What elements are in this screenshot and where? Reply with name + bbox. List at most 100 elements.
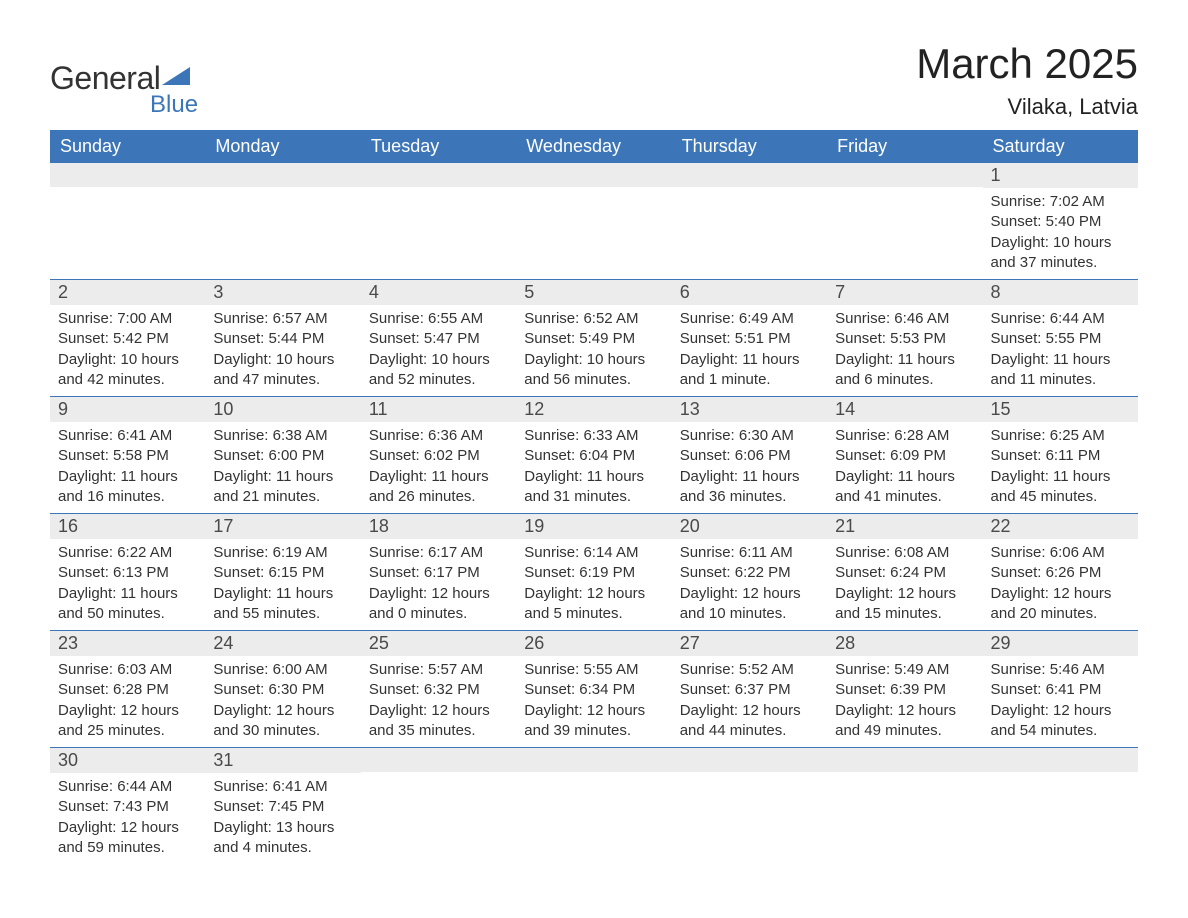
day-number: 28: [827, 631, 982, 656]
sunrise-text: Sunrise: 6:41 AM: [213, 777, 352, 797]
sunrise-text: Sunrise: 5:55 AM: [524, 660, 663, 680]
weekday-header: Wednesday: [516, 130, 671, 163]
daylight-text: Daylight: 11 hours and 41 minutes.: [835, 467, 974, 508]
logo: General Blue: [50, 60, 198, 119]
day-cell: 3Sunrise: 6:57 AMSunset: 5:44 PMDaylight…: [205, 280, 360, 396]
day-content: Sunrise: 5:57 AMSunset: 6:32 PMDaylight:…: [361, 656, 516, 747]
day-cell: [516, 163, 671, 279]
day-content: Sunrise: 6:03 AMSunset: 6:28 PMDaylight:…: [50, 656, 205, 747]
daylight-text: Daylight: 12 hours and 59 minutes.: [58, 818, 197, 859]
day-number: [516, 163, 671, 187]
sunset-text: Sunset: 5:53 PM: [835, 329, 974, 349]
sunrise-text: Sunrise: 6:14 AM: [524, 543, 663, 563]
day-content: Sunrise: 5:52 AMSunset: 6:37 PMDaylight:…: [672, 656, 827, 747]
sunset-text: Sunset: 6:02 PM: [369, 446, 508, 466]
day-cell: 19Sunrise: 6:14 AMSunset: 6:19 PMDayligh…: [516, 514, 671, 630]
day-cell: [516, 748, 671, 864]
logo-text-general: General: [50, 60, 160, 97]
sunset-text: Sunset: 6:37 PM: [680, 680, 819, 700]
day-cell: [672, 163, 827, 279]
daylight-text: Daylight: 11 hours and 45 minutes.: [991, 467, 1130, 508]
day-number: 7: [827, 280, 982, 305]
day-cell: 27Sunrise: 5:52 AMSunset: 6:37 PMDayligh…: [672, 631, 827, 747]
day-content: [516, 772, 671, 782]
daylight-text: Daylight: 11 hours and 1 minute.: [680, 350, 819, 391]
sunset-text: Sunset: 6:39 PM: [835, 680, 974, 700]
sunrise-text: Sunrise: 5:52 AM: [680, 660, 819, 680]
daylight-text: Daylight: 11 hours and 55 minutes.: [213, 584, 352, 625]
sunrise-text: Sunrise: 6:08 AM: [835, 543, 974, 563]
day-number: 20: [672, 514, 827, 539]
sunrise-text: Sunrise: 6:57 AM: [213, 309, 352, 329]
day-cell: 8Sunrise: 6:44 AMSunset: 5:55 PMDaylight…: [983, 280, 1138, 396]
day-number: 16: [50, 514, 205, 539]
sunset-text: Sunset: 6:32 PM: [369, 680, 508, 700]
day-content: [516, 187, 671, 197]
header-row: General Blue March 2025 Vilaka, Latvia: [50, 40, 1138, 120]
day-cell: [827, 163, 982, 279]
location-label: Vilaka, Latvia: [916, 94, 1138, 120]
daylight-text: Daylight: 10 hours and 56 minutes.: [524, 350, 663, 391]
day-cell: 10Sunrise: 6:38 AMSunset: 6:00 PMDayligh…: [205, 397, 360, 513]
sunrise-text: Sunrise: 6:41 AM: [58, 426, 197, 446]
day-content: Sunrise: 6:14 AMSunset: 6:19 PMDaylight:…: [516, 539, 671, 630]
sunrise-text: Sunrise: 6:49 AM: [680, 309, 819, 329]
day-content: Sunrise: 6:08 AMSunset: 6:24 PMDaylight:…: [827, 539, 982, 630]
daylight-text: Daylight: 10 hours and 47 minutes.: [213, 350, 352, 391]
week-row: 2Sunrise: 7:00 AMSunset: 5:42 PMDaylight…: [50, 280, 1138, 397]
sunrise-text: Sunrise: 5:49 AM: [835, 660, 974, 680]
day-cell: [50, 163, 205, 279]
day-cell: 18Sunrise: 6:17 AMSunset: 6:17 PMDayligh…: [361, 514, 516, 630]
sunset-text: Sunset: 6:30 PM: [213, 680, 352, 700]
day-content: Sunrise: 5:55 AMSunset: 6:34 PMDaylight:…: [516, 656, 671, 747]
day-content: Sunrise: 6:30 AMSunset: 6:06 PMDaylight:…: [672, 422, 827, 513]
day-cell: [361, 163, 516, 279]
daylight-text: Daylight: 12 hours and 20 minutes.: [991, 584, 1130, 625]
sunset-text: Sunset: 5:47 PM: [369, 329, 508, 349]
sunset-text: Sunset: 5:49 PM: [524, 329, 663, 349]
day-cell: 21Sunrise: 6:08 AMSunset: 6:24 PMDayligh…: [827, 514, 982, 630]
daylight-text: Daylight: 11 hours and 31 minutes.: [524, 467, 663, 508]
logo-text-blue: Blue: [150, 91, 198, 119]
daylight-text: Daylight: 12 hours and 39 minutes.: [524, 701, 663, 742]
day-cell: 6Sunrise: 6:49 AMSunset: 5:51 PMDaylight…: [672, 280, 827, 396]
daylight-text: Daylight: 11 hours and 11 minutes.: [991, 350, 1130, 391]
week-row: 30Sunrise: 6:44 AMSunset: 7:43 PMDayligh…: [50, 748, 1138, 864]
day-content: [672, 772, 827, 782]
weeks-container: 1Sunrise: 7:02 AMSunset: 5:40 PMDaylight…: [50, 163, 1138, 864]
day-content: Sunrise: 6:17 AMSunset: 6:17 PMDaylight:…: [361, 539, 516, 630]
day-cell: [672, 748, 827, 864]
day-cell: 17Sunrise: 6:19 AMSunset: 6:15 PMDayligh…: [205, 514, 360, 630]
sunset-text: Sunset: 6:24 PM: [835, 563, 974, 583]
daylight-text: Daylight: 12 hours and 44 minutes.: [680, 701, 819, 742]
day-content: [361, 187, 516, 197]
sunset-text: Sunset: 6:19 PM: [524, 563, 663, 583]
day-content: [983, 772, 1138, 782]
day-content: Sunrise: 6:41 AMSunset: 7:45 PMDaylight:…: [205, 773, 360, 864]
daylight-text: Daylight: 11 hours and 6 minutes.: [835, 350, 974, 391]
week-row: 23Sunrise: 6:03 AMSunset: 6:28 PMDayligh…: [50, 631, 1138, 748]
day-content: Sunrise: 5:46 AMSunset: 6:41 PMDaylight:…: [983, 656, 1138, 747]
sunset-text: Sunset: 5:40 PM: [991, 212, 1130, 232]
weekday-header: Monday: [205, 130, 360, 163]
day-content: Sunrise: 7:00 AMSunset: 5:42 PMDaylight:…: [50, 305, 205, 396]
day-cell: 31Sunrise: 6:41 AMSunset: 7:45 PMDayligh…: [205, 748, 360, 864]
sunrise-text: Sunrise: 6:17 AM: [369, 543, 508, 563]
day-number: 1: [983, 163, 1138, 188]
day-content: Sunrise: 6:55 AMSunset: 5:47 PMDaylight:…: [361, 305, 516, 396]
day-cell: 16Sunrise: 6:22 AMSunset: 6:13 PMDayligh…: [50, 514, 205, 630]
day-cell: 20Sunrise: 6:11 AMSunset: 6:22 PMDayligh…: [672, 514, 827, 630]
sunset-text: Sunset: 6:22 PM: [680, 563, 819, 583]
sunrise-text: Sunrise: 6:22 AM: [58, 543, 197, 563]
day-number: 26: [516, 631, 671, 656]
weekday-header: Thursday: [672, 130, 827, 163]
day-content: Sunrise: 6:28 AMSunset: 6:09 PMDaylight:…: [827, 422, 982, 513]
day-number: 9: [50, 397, 205, 422]
daylight-text: Daylight: 11 hours and 21 minutes.: [213, 467, 352, 508]
sunset-text: Sunset: 6:17 PM: [369, 563, 508, 583]
day-cell: [361, 748, 516, 864]
day-cell: 25Sunrise: 5:57 AMSunset: 6:32 PMDayligh…: [361, 631, 516, 747]
day-number: 5: [516, 280, 671, 305]
sunrise-text: Sunrise: 6:52 AM: [524, 309, 663, 329]
sunset-text: Sunset: 6:04 PM: [524, 446, 663, 466]
